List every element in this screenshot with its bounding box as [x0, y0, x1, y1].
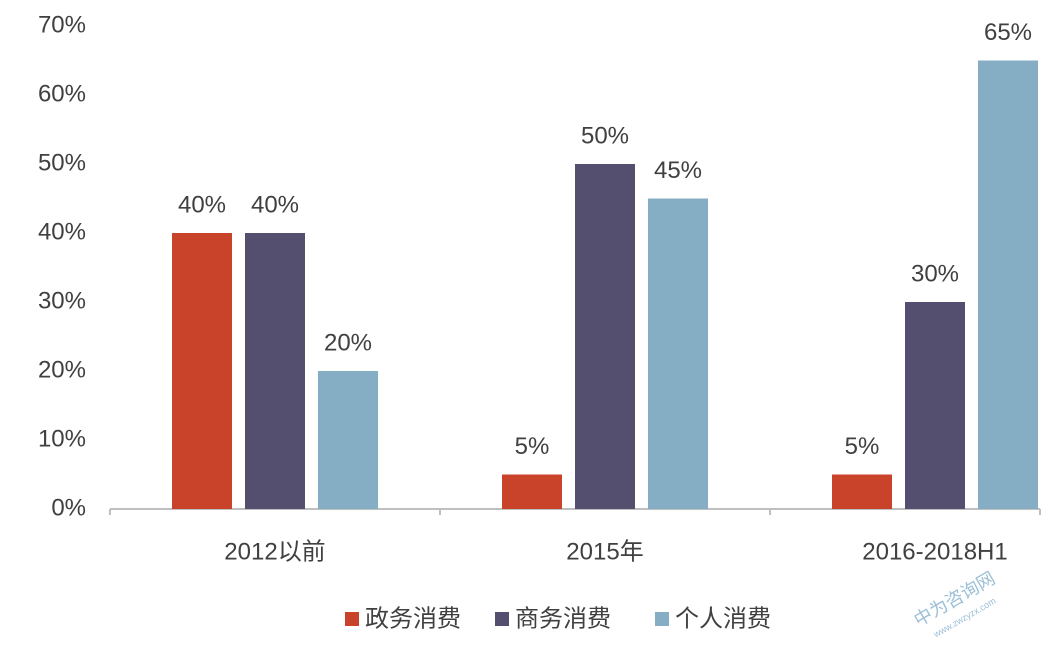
y-tick-label: 50%	[38, 149, 86, 176]
value-label: 20%	[324, 329, 372, 356]
y-tick-label: 70%	[38, 11, 86, 38]
legend-label: 政务消费	[365, 605, 461, 632]
y-tick-label: 0%	[51, 494, 86, 521]
value-label: 30%	[911, 260, 959, 287]
bar	[502, 474, 562, 509]
x-tick-label: 2016-2018H1	[862, 538, 1007, 565]
legend-swatch	[655, 612, 669, 626]
value-label: 45%	[654, 157, 702, 184]
y-tick-label: 40%	[38, 218, 86, 245]
value-label: 40%	[251, 191, 299, 218]
x-tick-label: 2015年	[566, 538, 643, 565]
bar	[172, 233, 232, 509]
legend-swatch	[495, 612, 509, 626]
bar	[978, 60, 1038, 509]
bar	[575, 164, 635, 509]
bar	[648, 198, 708, 509]
legend-swatch	[345, 612, 359, 626]
y-tick-label: 30%	[38, 287, 86, 314]
value-label: 5%	[845, 433, 880, 460]
bar	[318, 371, 378, 509]
y-tick-label: 60%	[38, 80, 86, 107]
value-label: 5%	[515, 433, 550, 460]
legend-label: 商务消费	[515, 605, 611, 632]
value-label: 50%	[581, 122, 629, 149]
y-tick-label: 10%	[38, 425, 86, 452]
y-tick-label: 20%	[38, 356, 86, 383]
bar	[832, 474, 892, 509]
x-tick-label: 2012以前	[224, 538, 325, 565]
bar	[905, 302, 965, 509]
value-label: 65%	[984, 19, 1032, 46]
bar	[245, 233, 305, 509]
legend-label: 个人消费	[675, 605, 771, 632]
value-label: 40%	[178, 191, 226, 218]
